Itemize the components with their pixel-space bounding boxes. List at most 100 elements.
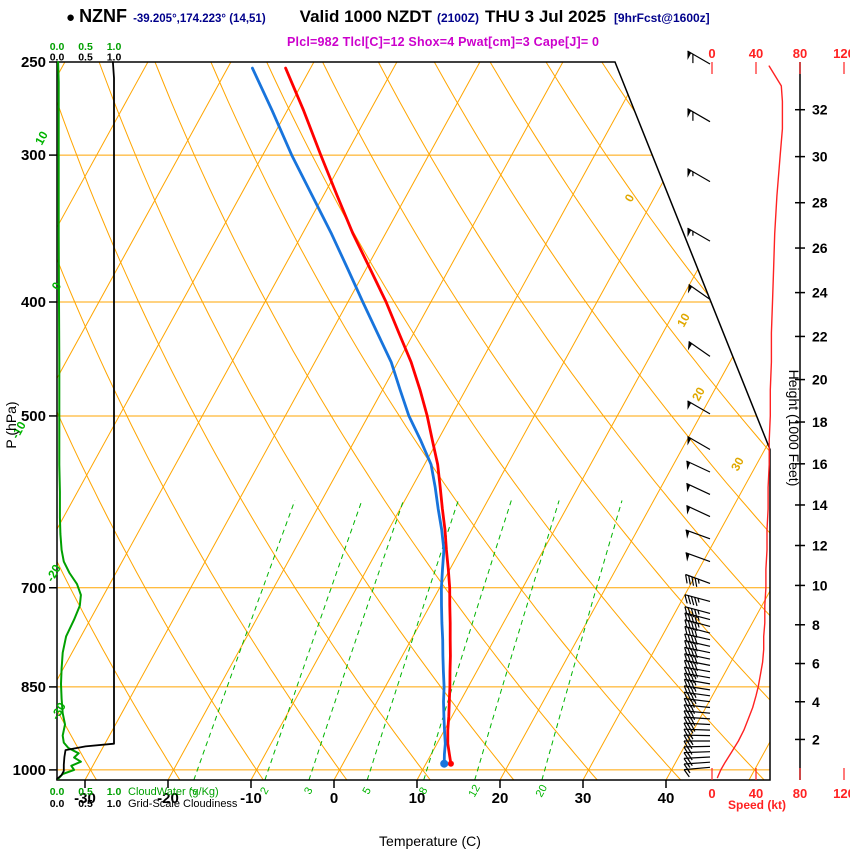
pressure-tick-label: 500 [21,408,46,425]
wind-barb-half-feather [690,740,694,746]
height-tick-label: 20 [812,372,828,388]
temperature-tick-label: 0 [330,790,338,807]
wind-barb [685,552,711,563]
pressure-tick-label: 850 [21,679,46,696]
header-line: ● NZNF -39.205°,174.223° (14,51) Valid 1… [66,6,710,27]
temperature-tick-label: 30 [575,790,592,807]
wind-barb-half-feather [697,616,700,621]
dry-adiabat-line [825,62,850,780]
wind-barb-staff [684,704,711,709]
valid-date: THU 3 Jul 2025 [484,7,606,26]
wind-barb-half-feather [693,674,697,680]
wind-barb [687,435,711,451]
mixing-ratio-line [474,500,560,780]
mixing-ratio-line [308,500,404,780]
wind-barb [686,482,711,495]
dry-adiabat-line [377,62,770,780]
wind-barb-half-feather [693,693,697,699]
wind-barb-feather [688,575,691,585]
height-tick-label: 32 [812,102,828,118]
wind-barb-feather [694,577,698,587]
cloudwater-profile-line [57,61,82,780]
mixing-ratio-label: 5 [360,785,373,796]
wind-barb-half-feather [697,598,700,603]
temperature-profile-line [284,66,453,766]
wind-barb-pennant [687,341,693,351]
wind-barb-staff [684,766,711,771]
height-tick-label: 6 [812,656,820,672]
wind-barb-staff [684,666,711,673]
wind-barb-staff [685,552,711,563]
wind-barb [687,341,711,357]
wind-barb-feather [687,595,692,605]
wind-barb-half-feather [693,687,697,692]
isotherm-line [832,62,850,780]
wind-barb-half-feather [697,578,700,584]
height-tick-label: 26 [812,240,828,256]
wind-barb-staff [684,659,711,666]
wind-barb-pennant [685,552,690,562]
isotherm-line [665,62,770,780]
wind-barb [684,594,711,607]
isotherm-label-left: -20 [43,562,64,584]
wind-barb-staff [688,341,711,357]
wind-barb-feather [690,723,696,732]
isotherm-line [499,62,770,780]
wind-barb-half-feather [693,699,697,705]
wind-barb-staff [688,284,711,300]
wind-barb-pennant [686,505,691,515]
wind-barb-staff [687,108,711,123]
wind-barb-staff [683,728,711,731]
temperature-axis-title: Temperature (C) [379,833,481,849]
speed-tick-label-bottom: 80 [793,786,807,801]
wind-barb-pennant [687,400,692,410]
wind-speed-profile-line [716,65,784,779]
cloudwater-scale-tick-top: 1.0 [107,41,122,53]
wind-barb-pennant [687,168,692,178]
wind-barb [686,505,711,518]
height-tick-label: 12 [812,538,828,554]
height-axis-title: Height (1000 Feet) [786,370,802,487]
wind-barb-feather [683,769,690,778]
wind-barb-staff [684,691,711,697]
speed-tick-label-bottom: 40 [749,786,763,801]
wind-barb-staff [686,505,711,518]
plot-frame [49,61,845,788]
isotherm-line [57,62,315,780]
dry-adiabat-line [210,62,682,780]
wind-barb-staff [686,460,711,473]
wind-barb-half-feather [693,680,697,686]
mixing-ratio-label: 8 [417,785,430,796]
wind-barb-pennant [686,461,691,470]
isotherm-label-right: 10 [674,311,693,330]
wind-barb-staff [684,653,711,660]
speed-tick-label-top: 80 [793,46,807,61]
wind-barb-staff [684,633,711,641]
wind-barb-feather [691,576,695,586]
wind-barb-pennant [687,284,693,294]
height-tick-label: 2 [812,731,820,747]
cloudiness-scale-tick-bottom: 0.5 [78,798,93,810]
wind-barb [685,573,711,587]
cloudiness-scale-title: Grid-Scale Cloudiness [128,798,238,810]
cloudwater-scale-tick-top: 0.0 [50,41,65,53]
wind-barb-staff [685,573,711,584]
mixing-ratio-line [541,500,623,780]
wind-barb-feather [686,757,693,767]
dry-adiabat-line [266,62,765,780]
wind-barb-staff [687,227,711,242]
wind-barb-pennant [687,436,692,446]
dry-adiabat-line [433,62,770,780]
axis-titles: P (hPa) Temperature (C) Height (1000 Fee… [3,370,802,849]
dewpoint-profile-line [250,66,447,766]
wind-barb-feather [690,596,695,606]
wind-barb-staff [687,400,711,415]
mixing-ratio-line [366,500,459,780]
cloudwater-scale-tick-bottom: 1.0 [107,786,122,798]
isotherm-line [250,62,647,780]
wind-barb-staff [684,672,711,679]
wind-barb [687,284,711,300]
speed-tick-label-top: 40 [749,46,763,61]
